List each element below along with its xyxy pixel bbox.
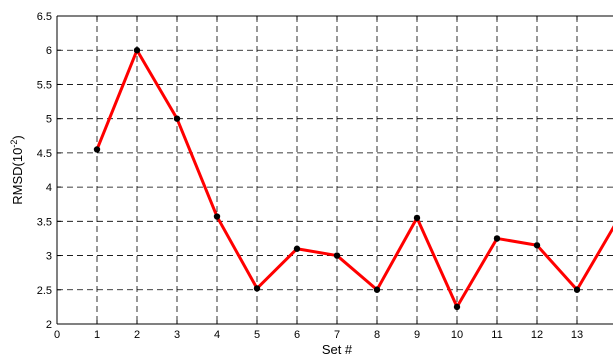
data-point xyxy=(413,214,421,222)
data-point xyxy=(373,286,381,293)
y-axis-label-close: ) xyxy=(10,135,25,139)
x-tick-label: 9 xyxy=(414,329,420,341)
y-tick-label: 5.5 xyxy=(37,79,52,91)
x-tick-label: 4 xyxy=(214,329,220,341)
y-tick-label: 4 xyxy=(46,182,52,194)
y-tick-label: 6.5 xyxy=(37,11,52,23)
y-tick-label: 3 xyxy=(46,251,52,263)
x-axis-label: Set # xyxy=(322,342,353,357)
data-point xyxy=(173,115,181,122)
x-tick-label: 5 xyxy=(254,329,260,341)
series-line xyxy=(95,48,613,309)
y-tick-label: 5 xyxy=(46,114,52,126)
x-tick-label: 8 xyxy=(374,329,380,341)
tick-marks xyxy=(56,15,578,325)
data-point xyxy=(573,286,581,293)
y-axis-label-superscript: -2 xyxy=(9,140,19,148)
y-axis-label-main: RMSD(10 xyxy=(10,148,25,205)
y-tick-label: 3.5 xyxy=(37,216,52,228)
y-axis-label: RMSD(10-2) xyxy=(9,135,25,204)
x-tick-label: 12 xyxy=(531,329,543,341)
x-tick-label: 1 xyxy=(94,329,100,341)
x-tick-label: 2 xyxy=(134,329,140,341)
data-point xyxy=(533,242,541,249)
data-point xyxy=(293,245,301,252)
x-tick-label: 0 xyxy=(54,329,60,341)
data-point xyxy=(453,303,461,311)
x-tick-label: 13 xyxy=(571,329,583,341)
plot-area xyxy=(57,16,613,324)
data-point xyxy=(253,285,261,292)
series-group xyxy=(93,47,613,311)
data-point xyxy=(333,252,341,259)
y-tick-label: 4.5 xyxy=(37,148,52,160)
x-tick-label: 6 xyxy=(294,329,300,341)
x-tick-label: 10 xyxy=(451,329,463,341)
data-point xyxy=(213,213,221,220)
x-tick-label: 7 xyxy=(334,329,340,341)
data-point xyxy=(493,235,501,242)
data-point xyxy=(93,146,101,153)
x-tick-label: 11 xyxy=(491,329,502,341)
y-tick-label: 2.5 xyxy=(37,285,52,297)
data-point xyxy=(133,47,141,54)
tick-labels: 012345678910111213122.533.544.555.566.5 xyxy=(37,11,583,341)
x-tick-label: 3 xyxy=(174,329,180,341)
y-tick-label: 2 xyxy=(46,319,52,331)
y-tick-label: 6 xyxy=(46,45,52,57)
